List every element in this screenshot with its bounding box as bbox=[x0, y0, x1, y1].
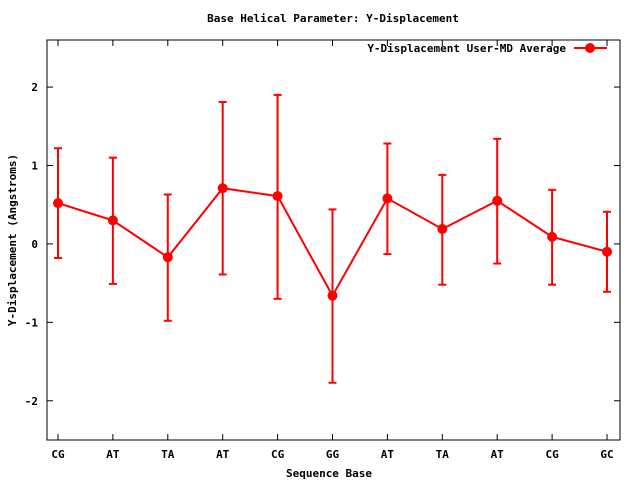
x-tick-label: GG bbox=[326, 448, 340, 461]
data-point bbox=[53, 198, 63, 209]
x-tick-label: AT bbox=[381, 448, 395, 461]
y-tick-label: 0 bbox=[31, 238, 38, 251]
chart-title: Base Helical Parameter: Y-Displacement bbox=[207, 12, 459, 25]
data-point bbox=[382, 193, 393, 204]
data-point bbox=[162, 252, 173, 263]
plot-frame bbox=[46, 39, 621, 441]
y-tick-label: 1 bbox=[31, 159, 38, 172]
data-point bbox=[547, 231, 558, 242]
data-point bbox=[217, 183, 228, 194]
series-layer bbox=[53, 93, 612, 384]
data-point bbox=[437, 224, 448, 235]
data-point bbox=[327, 290, 338, 301]
x-axis: CG AT TA AT CG GG AT TA AT CG GC bbox=[51, 40, 614, 461]
legend: Y-Displacement User-MD Average bbox=[367, 42, 607, 55]
x-tick-label: AT bbox=[491, 448, 505, 461]
x-tick-label: AT bbox=[106, 448, 120, 461]
x-tick-label: GC bbox=[600, 448, 613, 461]
legend-label: Y-Displacement User-MD Average bbox=[367, 42, 566, 55]
y-tick-label: -2 bbox=[25, 395, 38, 408]
y-axis-label: Y-Displacement (Angstroms) bbox=[6, 154, 19, 326]
legend-marker bbox=[585, 43, 595, 53]
x-axis-label: Sequence Base bbox=[286, 467, 372, 480]
x-tick-label: CG bbox=[545, 448, 559, 461]
data-point bbox=[492, 195, 503, 206]
x-tick-label: TA bbox=[436, 448, 450, 461]
data-point bbox=[602, 246, 612, 257]
x-tick-label: CG bbox=[51, 448, 65, 461]
data-point bbox=[272, 191, 283, 202]
y-tick-label: 2 bbox=[31, 81, 38, 94]
x-tick-label: AT bbox=[216, 448, 230, 461]
y-axis: -2 -1 0 1 2 bbox=[25, 81, 620, 408]
x-tick-label: TA bbox=[161, 448, 175, 461]
y-tick-label: -1 bbox=[25, 316, 39, 329]
data-point bbox=[107, 215, 118, 226]
x-tick-label: CG bbox=[271, 448, 285, 461]
